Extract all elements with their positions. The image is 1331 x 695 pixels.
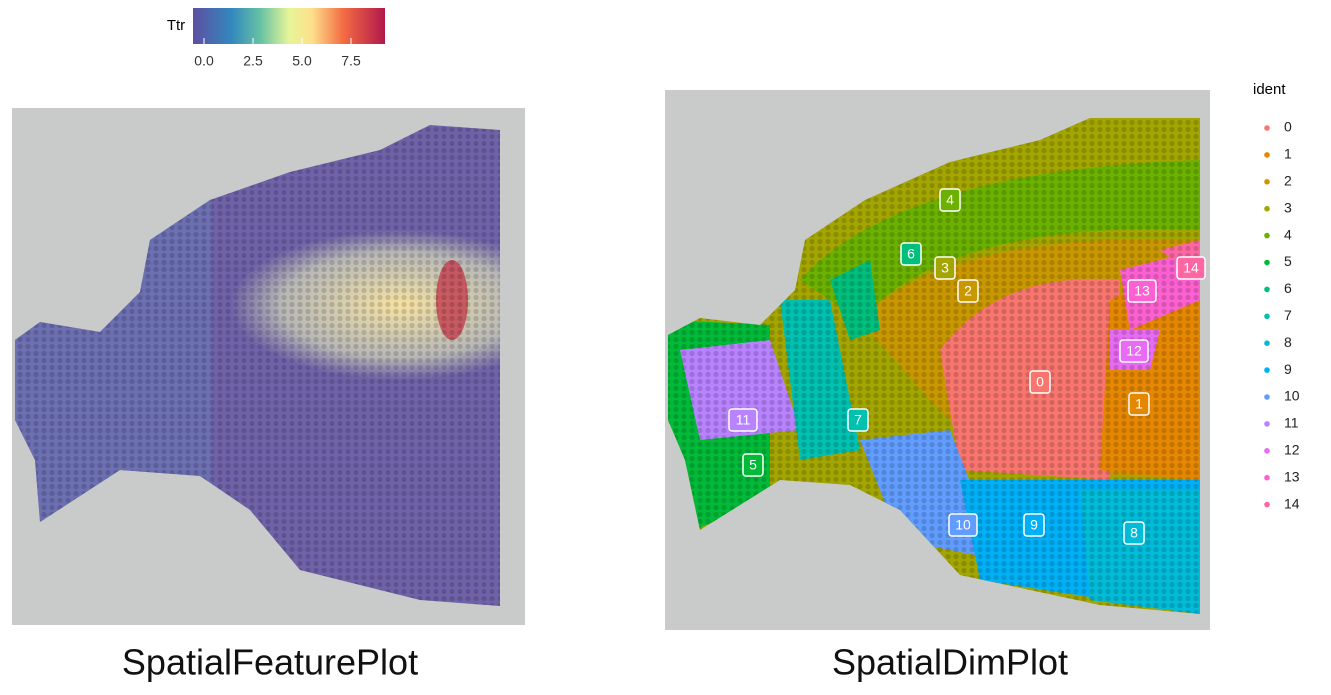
legend-swatch	[1264, 206, 1270, 212]
caption: SpatialDimPlot	[832, 642, 1068, 683]
cluster-label: 3	[941, 260, 949, 276]
legend-label: 7	[1284, 307, 1292, 323]
legend-label: 6	[1284, 280, 1292, 296]
legend-label: 14	[1284, 495, 1300, 511]
cluster-label: 2	[964, 283, 972, 299]
legend-swatch	[1264, 421, 1270, 427]
legend-title: ident	[1253, 81, 1286, 98]
legend-swatch	[1264, 367, 1270, 373]
legend-swatch	[1264, 179, 1270, 185]
cluster-label: 1	[1135, 396, 1143, 412]
legend-label: 2	[1284, 173, 1292, 189]
legend-label: 3	[1284, 199, 1292, 215]
legend-label: 8	[1284, 334, 1292, 350]
legend-swatch	[1264, 502, 1270, 508]
legend-label: 10	[1284, 388, 1300, 404]
legend-swatch	[1264, 340, 1270, 346]
cluster-label: 11	[736, 412, 751, 428]
cluster-label: 4	[946, 192, 954, 208]
legend-label: 9	[1284, 361, 1292, 377]
figure: Ttr 0.02.55.07.5 46321413120111751098 id…	[0, 0, 1331, 690]
legend-swatch	[1264, 260, 1270, 266]
legend-swatch	[1264, 152, 1270, 158]
legend-label: 12	[1284, 442, 1300, 458]
cluster-label: 12	[1126, 343, 1142, 359]
caption: SpatialFeaturePlot	[122, 642, 418, 683]
cluster-label: 6	[907, 246, 915, 262]
colorbar-tick-label: 5.0	[292, 53, 312, 69]
legend-swatch	[1264, 233, 1270, 239]
cluster-label: 9	[1030, 517, 1038, 533]
legend-label: 0	[1284, 119, 1292, 135]
cluster-label: 14	[1183, 260, 1199, 276]
legend-swatch	[1264, 287, 1270, 293]
colorbar	[193, 8, 385, 44]
colorbar-title: Ttr	[167, 17, 185, 34]
cluster-label: 0	[1036, 374, 1044, 390]
legend-swatch	[1264, 448, 1270, 454]
legend-swatch	[1264, 125, 1270, 131]
cluster-label: 10	[955, 517, 971, 533]
legend-swatch	[1264, 314, 1270, 320]
legend-label: 4	[1284, 226, 1292, 242]
colorbar-tick-label: 0.0	[194, 53, 214, 69]
cluster-label: 7	[854, 412, 862, 428]
legend-swatch	[1264, 475, 1270, 481]
legend-label: 5	[1284, 253, 1292, 269]
legend-label: 1	[1284, 146, 1292, 162]
cluster-label: 13	[1134, 283, 1150, 299]
cluster-label: 5	[749, 457, 757, 473]
legend-swatch	[1264, 394, 1270, 400]
cluster-label: 8	[1130, 525, 1138, 541]
colorbar-tick-label: 2.5	[243, 53, 263, 69]
legend-label: 11	[1284, 415, 1299, 431]
colorbar-tick-label: 7.5	[341, 53, 361, 69]
legend-label: 13	[1284, 468, 1300, 484]
